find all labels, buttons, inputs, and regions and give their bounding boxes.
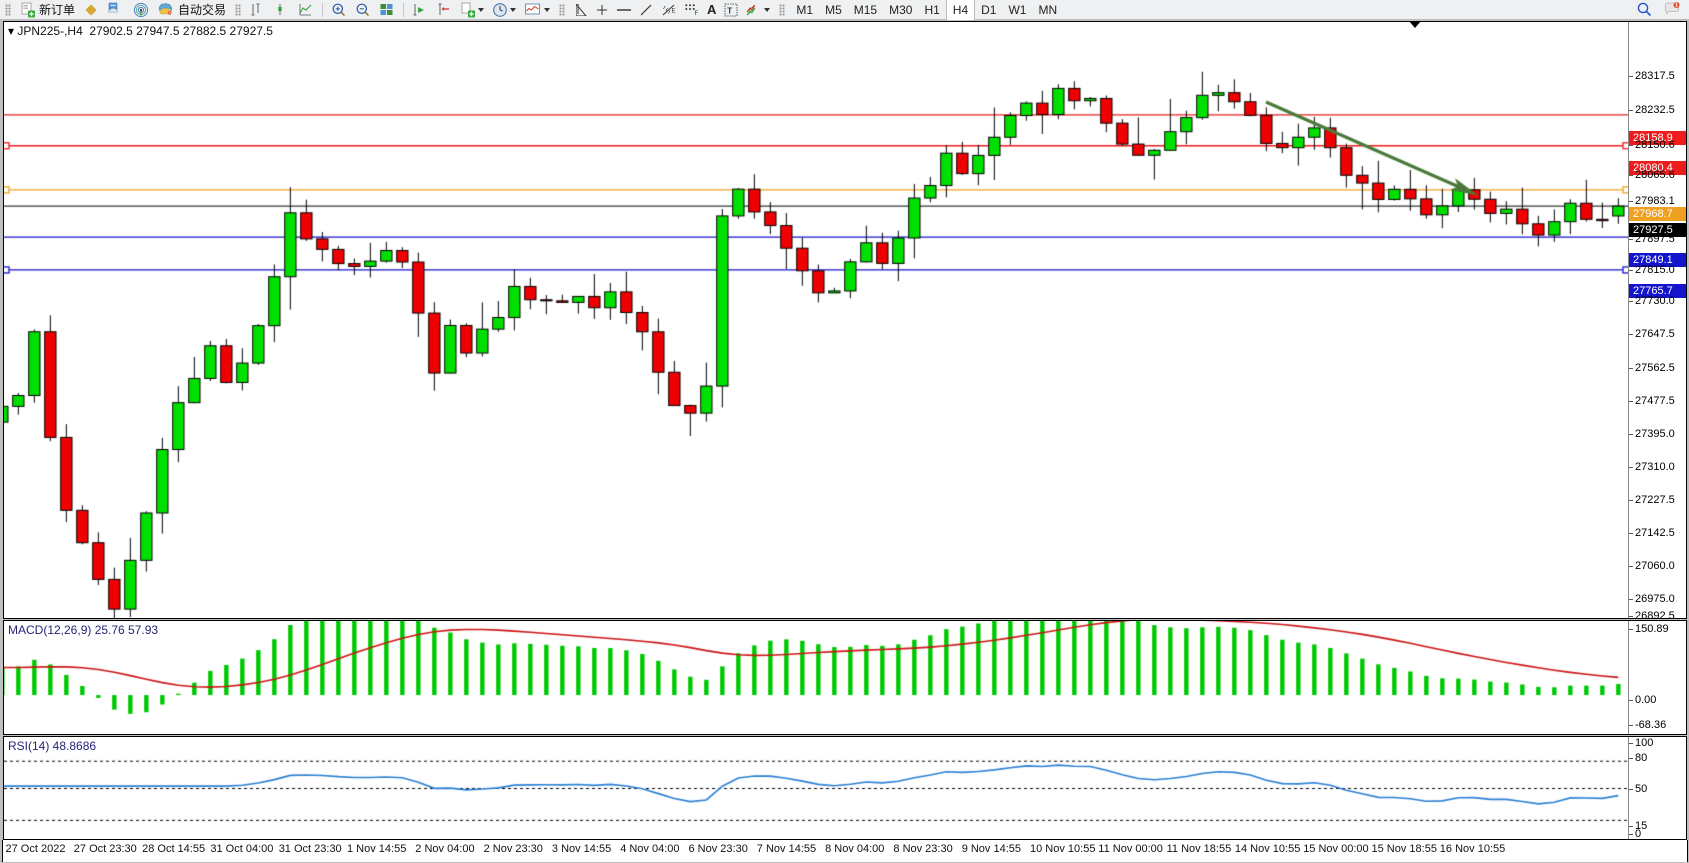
svg-text:T: T: [728, 6, 733, 15]
svg-text:1: 1: [1675, 2, 1678, 8]
svg-text:F: F: [695, 11, 699, 16]
svg-text:E: E: [672, 8, 676, 14]
